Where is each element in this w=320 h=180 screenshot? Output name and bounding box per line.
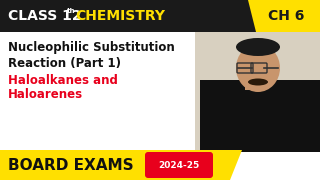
Text: Reaction (Part 1): Reaction (Part 1)	[8, 57, 121, 69]
Polygon shape	[0, 150, 242, 180]
Text: CLASS 12: CLASS 12	[8, 9, 82, 23]
Text: CH 6: CH 6	[268, 9, 304, 23]
Text: Nucleophilic Substitution: Nucleophilic Substitution	[8, 42, 175, 55]
Polygon shape	[248, 0, 320, 32]
Bar	[0, 0, 320, 32]
Text: BOARD EXAMS: BOARD EXAMS	[8, 158, 134, 172]
Text: CHEMISTRY: CHEMISTRY	[75, 9, 165, 23]
Text: Haloarenes: Haloarenes	[8, 89, 83, 102]
FancyBboxPatch shape	[245, 76, 265, 90]
Polygon shape	[200, 80, 320, 152]
Ellipse shape	[248, 78, 268, 86]
Text: Haloalkanes and: Haloalkanes and	[8, 73, 118, 87]
Text: th: th	[67, 8, 76, 14]
Ellipse shape	[236, 38, 280, 56]
FancyBboxPatch shape	[145, 152, 213, 178]
Ellipse shape	[236, 44, 280, 92]
Text: 2024-25: 2024-25	[158, 161, 200, 170]
Bar	[195, 30, 320, 152]
